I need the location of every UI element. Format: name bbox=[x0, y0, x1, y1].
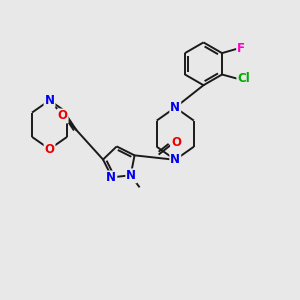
Text: N: N bbox=[126, 169, 136, 182]
Text: N: N bbox=[170, 153, 180, 166]
Text: Cl: Cl bbox=[237, 73, 250, 85]
Text: O: O bbox=[44, 142, 55, 156]
Text: O: O bbox=[171, 136, 181, 149]
Text: N: N bbox=[44, 94, 55, 107]
Text: F: F bbox=[237, 42, 245, 55]
Text: N: N bbox=[106, 171, 116, 184]
Text: N: N bbox=[170, 101, 180, 114]
Text: O: O bbox=[58, 110, 68, 122]
